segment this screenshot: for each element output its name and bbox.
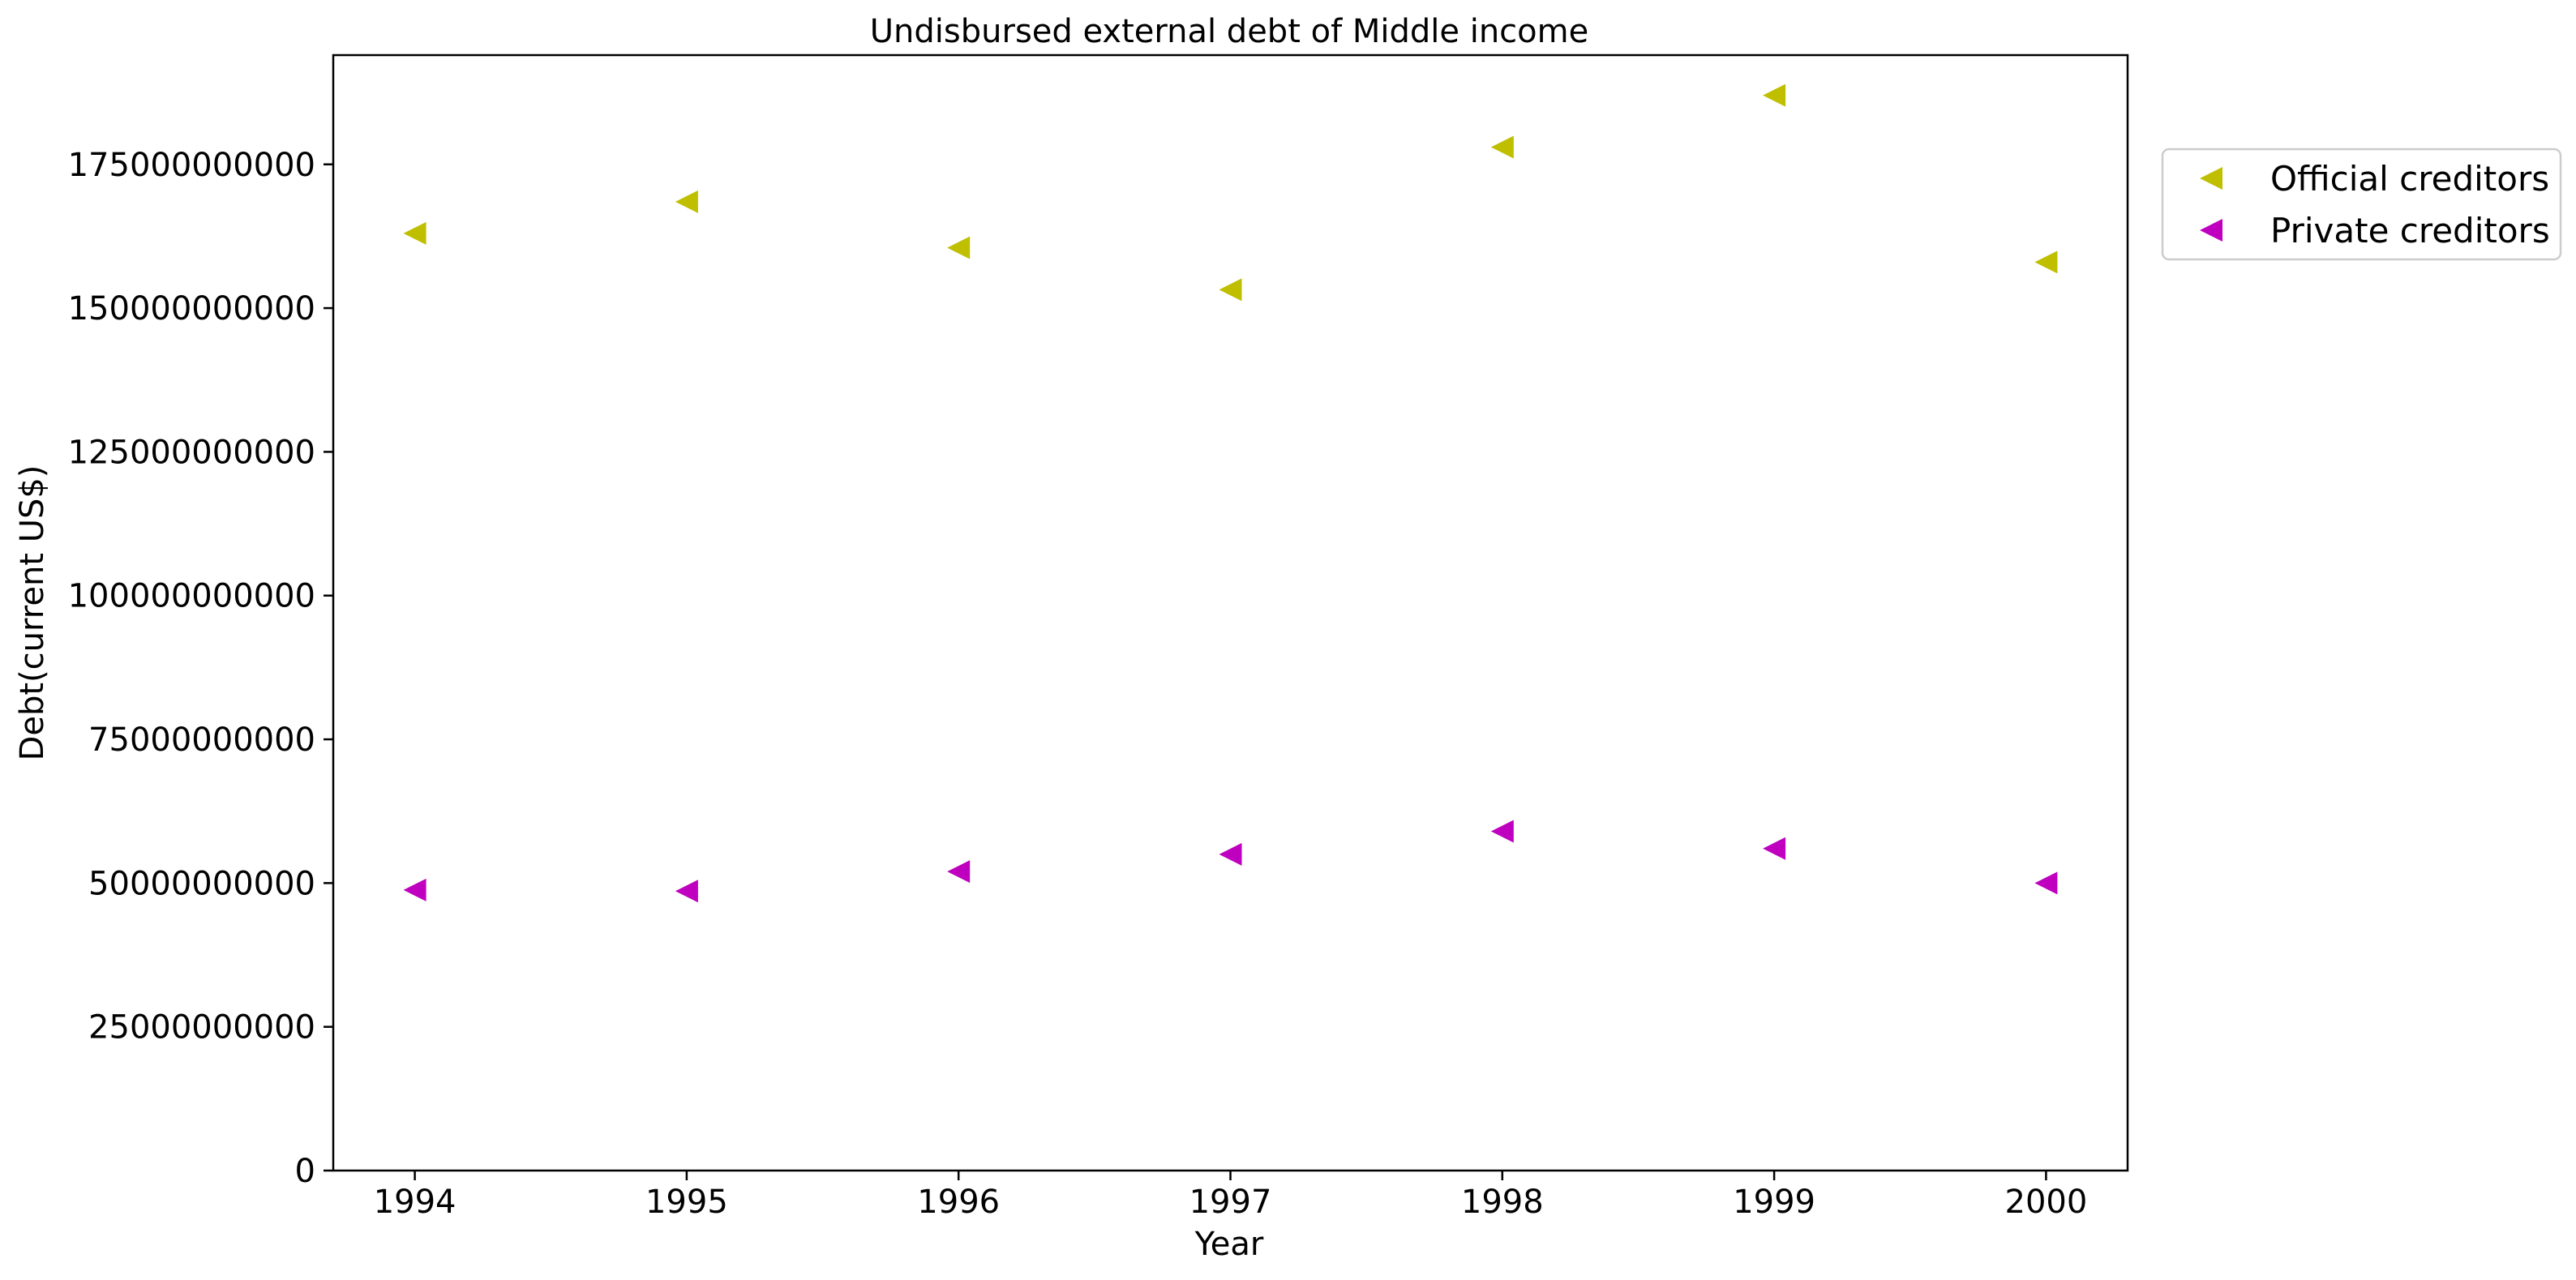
data-point (1490, 135, 1514, 159)
plot-frame (332, 54, 2129, 1172)
y-tick-label: 100000000000 (68, 578, 315, 615)
x-axis: 1994 1995 1996 1997 1998 1999 2000 (374, 1171, 2088, 1221)
x-tick-label: 1995 (645, 1184, 728, 1221)
data-point (1763, 83, 1786, 107)
y-tick-label: 0 (295, 1153, 315, 1190)
x-tick-label: 2000 (2005, 1184, 2088, 1221)
data-point (403, 878, 426, 901)
legend-label: Official creditors (2270, 159, 2549, 199)
series-private-creditors (403, 820, 2058, 903)
legend: Official creditors Private creditors (2161, 148, 2562, 261)
data-point (1219, 842, 1242, 866)
y-tick-label: 25000000000 (88, 1009, 315, 1047)
legend-marker (2200, 167, 2222, 190)
x-tick-label: 1997 (1189, 1184, 1272, 1221)
x-tick-label: 1999 (1733, 1184, 1815, 1221)
data-point (1490, 820, 1514, 843)
legend-label: Private creditors (2270, 211, 2550, 250)
data-point (675, 190, 698, 213)
y-axis: 0 25000000000 50000000000 75000000000 100000… (68, 147, 333, 1190)
data-point (947, 860, 971, 884)
data-markers (403, 83, 2058, 903)
data-point (2034, 871, 2058, 895)
x-tick-label: 1996 (917, 1184, 1000, 1221)
x-tick-label: 1998 (1461, 1184, 1544, 1221)
legend-frame (2161, 148, 2562, 261)
data-point (1219, 278, 1242, 302)
x-tick-label: 1994 (374, 1184, 456, 1221)
data-point (1763, 837, 1786, 860)
data-point (403, 221, 426, 245)
chart-title: Undisbursed external debt of Middle inco… (870, 13, 1588, 50)
series-official-creditors (403, 83, 2058, 302)
data-point (2034, 250, 2058, 274)
y-tick-label: 150000000000 (68, 290, 315, 327)
y-tick-label: 125000000000 (68, 434, 315, 471)
plot-area (332, 54, 2129, 1172)
data-point (947, 236, 971, 259)
y-tick-label: 175000000000 (68, 147, 315, 184)
data-point (675, 880, 698, 903)
y-tick-label: 50000000000 (88, 865, 315, 902)
y-axis-label: Debt(current US$) (14, 465, 51, 761)
legend-marker (2200, 219, 2222, 242)
y-tick-label: 75000000000 (88, 721, 315, 759)
x-axis-label: Year (1194, 1226, 1264, 1263)
